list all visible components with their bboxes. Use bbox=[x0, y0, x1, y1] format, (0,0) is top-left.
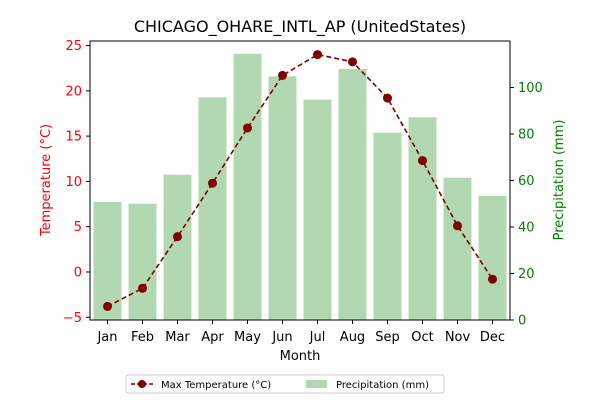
left-tick-label: 25 bbox=[65, 39, 82, 54]
x-tick-label-jul: Jul bbox=[309, 330, 326, 345]
temp-point-aug bbox=[348, 57, 357, 67]
precip-bar-jun bbox=[268, 76, 297, 320]
precip-bar-aug bbox=[338, 68, 367, 321]
left-axis-label: Temperature (°C) bbox=[39, 124, 54, 237]
x-axis: Jan Feb Mar Apr May Jun Jul Aug Sep Oct Nov Dec bbox=[96, 320, 505, 345]
x-tick-label-oct: Oct bbox=[411, 330, 433, 345]
temp-point-dec bbox=[488, 274, 497, 284]
x-axis-label: Month bbox=[280, 349, 321, 364]
x-tick-label-may: May bbox=[234, 330, 261, 345]
chart-title: CHICAGO_OHARE_INTL_AP (UnitedStates) bbox=[134, 17, 466, 37]
x-tick-label-dec: Dec bbox=[480, 330, 505, 345]
right-tick-label: 80 bbox=[518, 128, 535, 143]
temperature-line bbox=[103, 50, 497, 311]
x-tick-label-aug: Aug bbox=[340, 330, 365, 345]
left-tick-label: 10 bbox=[65, 175, 82, 190]
precipitation-bars bbox=[93, 53, 507, 321]
right-tick-label: 60 bbox=[518, 174, 535, 189]
legend-box bbox=[125, 374, 445, 394]
right-tick-label: 100 bbox=[518, 81, 543, 96]
precip-bar-apr bbox=[198, 97, 227, 320]
x-tick-label-jan: Jan bbox=[96, 330, 117, 345]
precip-bar-sep bbox=[373, 132, 402, 320]
temp-point-jun bbox=[278, 70, 287, 80]
legend: Max Temperature (°C) Precipitation (mm) bbox=[125, 374, 445, 394]
precip-bar-may bbox=[233, 53, 262, 320]
x-tick-label-jun: Jun bbox=[271, 330, 292, 345]
right-tick-label: 20 bbox=[518, 267, 535, 282]
temperature-series-line bbox=[107, 53, 494, 308]
legend-bar-swatch bbox=[306, 380, 327, 388]
x-tick-label-nov: Nov bbox=[445, 330, 471, 345]
x-tick-label-mar: Mar bbox=[165, 330, 190, 345]
legend-label-temperature: Max Temperature (°C) bbox=[161, 380, 271, 391]
precip-bar-jan bbox=[93, 201, 122, 320]
temp-point-nov bbox=[453, 221, 462, 231]
right-tick-label: 0 bbox=[518, 314, 526, 329]
temp-point-may bbox=[243, 123, 252, 133]
precip-bar-mar bbox=[163, 174, 192, 320]
x-tick-label-apr: Apr bbox=[201, 330, 224, 345]
temp-point-mar bbox=[173, 232, 182, 242]
left-tick-label: 5 bbox=[74, 220, 82, 235]
left-tick-label: 15 bbox=[65, 130, 82, 145]
precip-bar-nov bbox=[443, 177, 472, 320]
precip-bar-dec bbox=[478, 195, 507, 320]
temp-point-apr bbox=[208, 178, 217, 188]
precip-bar-jul bbox=[303, 99, 332, 320]
precip-bar-oct bbox=[408, 117, 437, 320]
temp-point-jul bbox=[313, 50, 322, 60]
left-tick-label: 20 bbox=[65, 84, 82, 99]
temp-point-feb bbox=[138, 283, 147, 293]
x-tick-label-feb: Feb bbox=[131, 330, 154, 345]
temp-point-jan bbox=[103, 301, 112, 311]
left-axis: −5 0 5 10 15 20 25 bbox=[63, 39, 90, 326]
temp-point-oct bbox=[418, 156, 427, 166]
precip-bar-feb bbox=[128, 203, 157, 320]
right-axis: 0 20 40 60 80 100 bbox=[510, 81, 543, 329]
right-tick-label: 40 bbox=[518, 221, 535, 236]
legend-line-marker bbox=[138, 380, 146, 388]
temp-point-sep bbox=[383, 93, 392, 103]
x-tick-label-sep: Sep bbox=[375, 330, 400, 345]
right-axis-label: Precipitation (mm) bbox=[552, 120, 567, 241]
left-tick-label: 0 bbox=[74, 265, 82, 280]
legend-label-precipitation: Precipitation (mm) bbox=[336, 380, 429, 391]
left-tick-label: −5 bbox=[63, 311, 82, 326]
